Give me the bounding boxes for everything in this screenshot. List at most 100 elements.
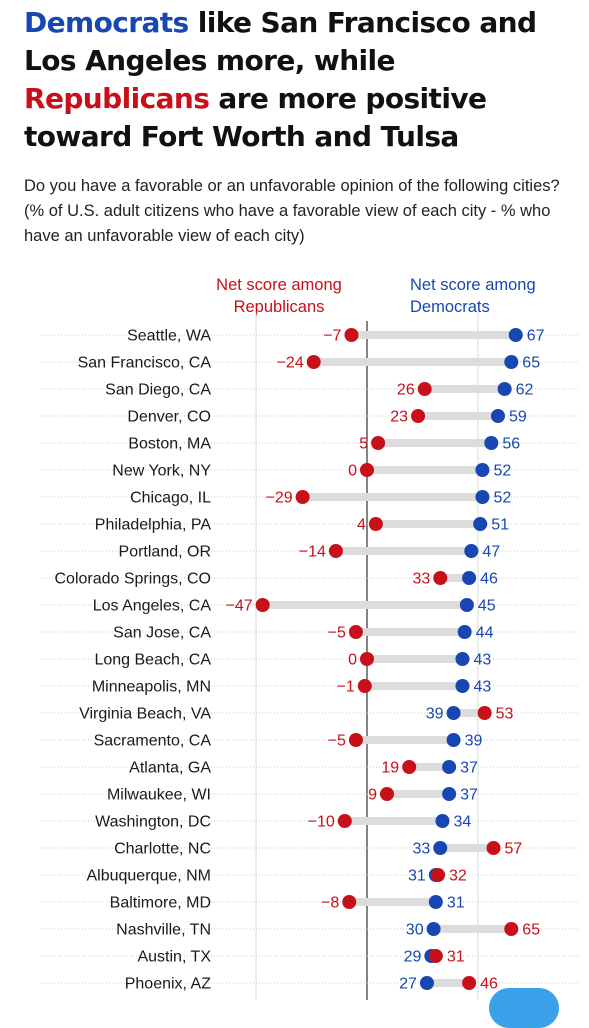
democrat-value-label: 52 <box>493 463 511 480</box>
connector-bar <box>351 331 516 339</box>
republican-value-label: 23 <box>390 409 408 426</box>
democrat-value-label: 56 <box>502 436 520 453</box>
republican-value-label: −7 <box>323 328 341 345</box>
connector-bar <box>364 682 463 690</box>
header-republican-line: Net score among <box>216 276 342 294</box>
city-label: Virginia Beach, VA <box>79 706 211 723</box>
connector-bar <box>424 385 505 393</box>
republican-value-label: −5 <box>328 625 346 642</box>
democrat-dot <box>490 409 505 423</box>
republican-value-label: 0 <box>348 652 357 669</box>
headline-democrats: Democrats <box>24 6 189 39</box>
democrat-value-label: 44 <box>476 625 494 642</box>
democrat-value-label: 34 <box>453 814 471 831</box>
republican-dot <box>433 571 448 585</box>
city-label: San Francisco, CA <box>78 355 212 372</box>
democrat-dot <box>455 652 470 666</box>
democrat-value-label: 62 <box>516 382 534 399</box>
democrat-value-label: 31 <box>408 868 426 885</box>
republican-dot <box>431 868 446 882</box>
connector-bar <box>367 655 463 663</box>
floating-action-button[interactable] <box>489 988 559 1028</box>
city-label: Chicago, IL <box>130 490 211 507</box>
democrat-value-label: 65 <box>522 355 540 372</box>
city-label: Austin, TX <box>137 949 211 966</box>
democrat-value-label: 27 <box>399 976 417 993</box>
democrat-dot <box>446 706 461 720</box>
democrat-value-label: 37 <box>460 787 478 804</box>
democrat-dot <box>508 328 523 342</box>
republican-value-label: 9 <box>368 787 377 804</box>
republican-dot <box>255 598 270 612</box>
dot-plot-chart: Net score among Republicans Net score amon… <box>40 276 580 1000</box>
democrat-value-label: 31 <box>447 895 465 912</box>
republican-dot <box>368 517 383 531</box>
democrat-dot <box>442 760 457 774</box>
city-label: Charlotte, NC <box>114 841 211 858</box>
democrat-value-label: 45 <box>478 598 496 615</box>
republican-value-label: −10 <box>308 814 335 831</box>
democrat-dot <box>504 355 519 369</box>
city-label: Atlanta, GA <box>129 760 211 777</box>
republican-value-label: 32 <box>449 868 467 885</box>
connector-bar <box>440 844 494 852</box>
republican-dot <box>306 355 321 369</box>
connector-bar <box>355 736 454 744</box>
republican-dot <box>342 895 357 909</box>
connector-bar <box>418 412 498 420</box>
connector-bar <box>349 898 436 906</box>
republican-value-label: 26 <box>397 382 415 399</box>
democrat-value-label: 39 <box>465 733 483 750</box>
democrat-value-label: 59 <box>509 409 527 426</box>
republican-value-label: 57 <box>505 841 523 858</box>
republican-dot <box>295 490 310 504</box>
connector-bar <box>375 520 481 528</box>
city-label: Seattle, WA <box>127 328 211 345</box>
republican-dot <box>477 706 492 720</box>
democrat-dot <box>435 814 450 828</box>
democrat-value-label: 51 <box>491 517 509 534</box>
connector-bar <box>386 790 450 798</box>
headline: Democrats like San Francisco and Los Ang… <box>24 4 579 156</box>
democrat-dot <box>475 463 490 477</box>
republican-dot <box>411 409 426 423</box>
republican-dot <box>328 544 343 558</box>
connector-bar <box>433 925 512 933</box>
headline-text-2: are more positive toward Fort Worth and … <box>24 82 487 153</box>
democrat-dot <box>426 922 441 936</box>
connector-bar <box>313 358 512 366</box>
city-label: Minneapolis, MN <box>92 679 211 696</box>
city-label: Nashville, TN <box>116 922 211 939</box>
democrat-value-label: 52 <box>493 490 511 507</box>
republican-dot <box>357 679 372 693</box>
republican-dot <box>360 652 374 666</box>
democrat-value-label: 37 <box>460 760 478 777</box>
democrat-value-label: 67 <box>527 328 545 345</box>
republican-value-label: 53 <box>496 706 514 723</box>
connector-bar <box>378 439 492 447</box>
headline-republicans: Republicans <box>24 82 210 115</box>
republican-value-label: 19 <box>381 760 399 777</box>
city-label: San Diego, CA <box>105 382 211 399</box>
republican-dot <box>428 949 443 963</box>
democrat-dot <box>457 625 472 639</box>
connector-bar <box>409 763 450 771</box>
connector-bar <box>262 601 467 609</box>
democrat-value-label: 43 <box>473 652 491 669</box>
republican-value-label: −47 <box>226 598 253 615</box>
city-label: Sacramento, CA <box>94 733 212 750</box>
republican-dot <box>344 328 359 342</box>
democrat-dot <box>419 976 434 990</box>
democrat-dot <box>475 490 490 504</box>
connector-bar <box>367 466 483 474</box>
republican-value-label: 46 <box>480 976 498 993</box>
city-label: Philadelphia, PA <box>95 517 212 534</box>
democrat-value-label: 46 <box>480 571 498 588</box>
democrat-value-label: 30 <box>406 922 424 939</box>
city-label: Denver, CO <box>127 409 211 426</box>
republican-dot <box>371 436 386 450</box>
democrat-dot <box>428 895 443 909</box>
republican-dot <box>462 976 477 990</box>
republican-value-label: 65 <box>522 922 540 939</box>
republican-value-label: 5 <box>359 436 368 453</box>
